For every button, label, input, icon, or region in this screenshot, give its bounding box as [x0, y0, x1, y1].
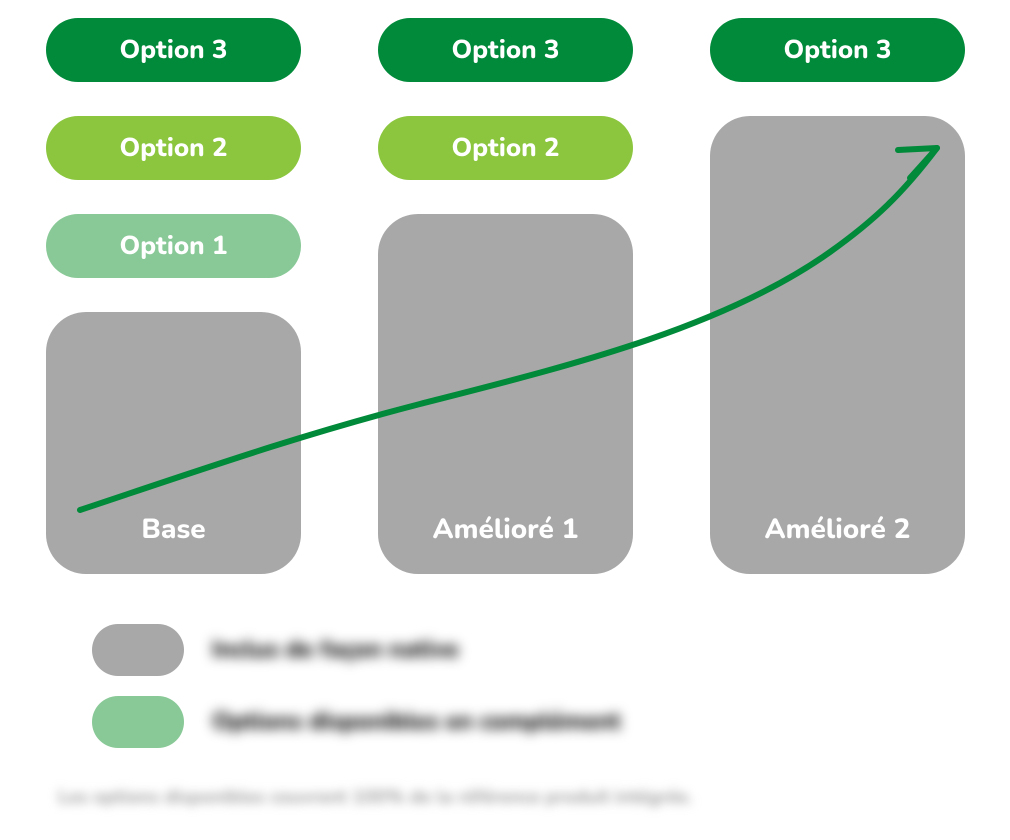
column-0-option-1-pill: Option 1: [46, 214, 301, 278]
column-base-1-label: Amélioré 1: [433, 510, 579, 548]
column-0-option-3-pill: Option 3: [46, 18, 301, 82]
legend-text-2: Options disponibles en complément: [212, 706, 621, 738]
column-base-2: Amélioré 2: [710, 116, 965, 574]
column-base-2-label: Amélioré 2: [765, 510, 911, 548]
infographic-canvas: Base Option 1 Option 2 Option 3 Amélioré…: [0, 0, 1010, 840]
column-1-option-2-label: Option 2: [452, 131, 560, 166]
column-0-option-3-label: Option 3: [120, 33, 228, 68]
column-1-option-3-pill: Option 3: [378, 18, 633, 82]
legend-swatch-base: [92, 624, 184, 676]
column-1-option-2-pill: Option 2: [378, 116, 633, 180]
column-0-option-1-label: Option 1: [120, 229, 228, 264]
column-2-option-3-pill: Option 3: [710, 18, 965, 82]
column-base-1: Amélioré 1: [378, 214, 633, 574]
footnote-text: Les options disponibles couvrent 100% de…: [58, 784, 692, 810]
column-0-option-2-label: Option 2: [120, 131, 228, 166]
legend-item-1: Inclus de façon native: [92, 624, 459, 676]
column-base-0: Base: [46, 312, 301, 574]
column-1-option-3-label: Option 3: [452, 33, 560, 68]
legend-item-2: Options disponibles en complément: [92, 696, 621, 748]
column-base-0-label: Base: [141, 510, 205, 548]
column-2-option-3-label: Option 3: [784, 33, 892, 68]
legend-swatch-option: [92, 696, 184, 748]
legend-text-1: Inclus de façon native: [212, 634, 459, 666]
column-0-option-2-pill: Option 2: [46, 116, 301, 180]
